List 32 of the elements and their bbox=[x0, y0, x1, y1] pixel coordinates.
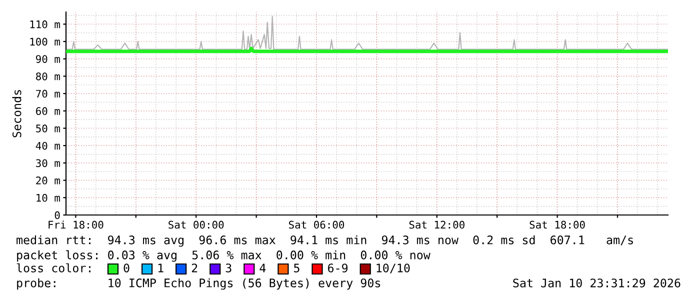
y-tick-label: 90 m bbox=[36, 55, 60, 63]
line-series bbox=[66, 16, 668, 50]
legend-title: loss color: bbox=[16, 263, 90, 272]
x-tick-label: Sat 00:00 bbox=[168, 220, 224, 229]
legend-label: 6-9 bbox=[328, 264, 348, 272]
y-tick-label: 80 m bbox=[36, 72, 60, 80]
x-tick-label: Sat 12:00 bbox=[409, 220, 464, 229]
text: packet loss: 0.03 % avg 5.06 % max 0.00 % min 0.00 % now bbox=[17, 250, 430, 262]
x-tick-label: Sat 06:00 bbox=[288, 220, 344, 229]
legend-label: 2 bbox=[192, 264, 198, 272]
y-tick-label: 0 bbox=[54, 211, 60, 220]
y-tick-label: 50 m bbox=[36, 124, 60, 132]
text: probe: 10 ICMP Echo Pings (56 Bytes) every 90s bbox=[17, 278, 380, 290]
text: median rtt: 94.3 ms avg 96.6 ms max 94.1 ms min 94.3 ms now 0.2 ms sd 607.1 am/s bbox=[16, 235, 633, 247]
legend-label: 3 bbox=[226, 264, 232, 272]
x-tick-label: Sat 18:00 bbox=[530, 220, 585, 229]
legend-label: 10/10 bbox=[376, 264, 410, 274]
y-tick-label: 60 m bbox=[36, 107, 60, 116]
legend-label: 1 bbox=[158, 264, 164, 272]
legend-label: 4 bbox=[260, 264, 266, 272]
y-tick-label: 10 m bbox=[36, 194, 60, 202]
y-tick-label: 30 m bbox=[36, 159, 60, 168]
y-axis-title: Seconds bbox=[12, 90, 22, 138]
y-tick-label: 40 m bbox=[36, 142, 60, 150]
text: Sat Jan 10 23:31:29 2026 bbox=[513, 278, 680, 288]
y-tick-label: 20 m bbox=[36, 176, 60, 184]
legend-label: 5 bbox=[294, 264, 300, 272]
y-tick-label: 110 m bbox=[30, 20, 60, 28]
x-tick-label: Fri 18:00 bbox=[48, 220, 104, 229]
y-tick-label: 100 m bbox=[30, 38, 60, 46]
y-tick-label: 70 m bbox=[36, 90, 60, 98]
legend-label: 0 bbox=[124, 264, 130, 272]
